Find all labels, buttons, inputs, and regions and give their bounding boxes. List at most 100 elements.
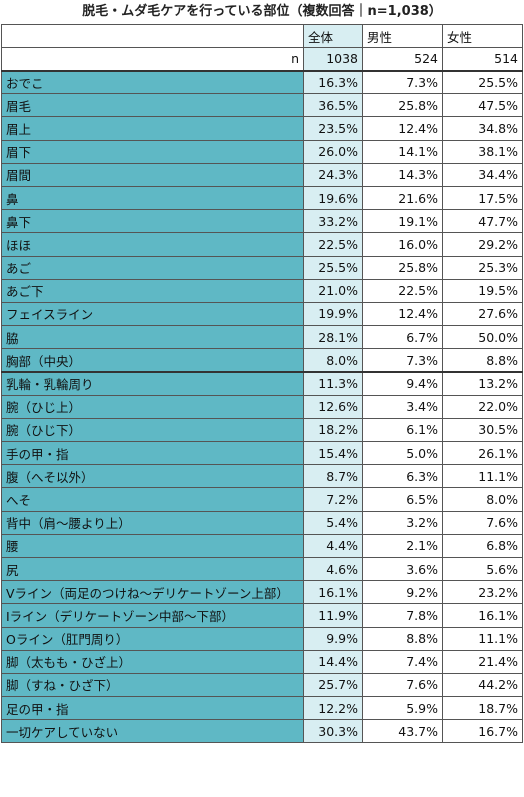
row-male-value: 6.3% bbox=[362, 464, 443, 489]
row-female-value: 13.2% bbox=[442, 371, 523, 396]
row-total-value: 21.0% bbox=[303, 278, 363, 303]
row-female-value: 16.7% bbox=[442, 719, 523, 744]
row-label: 鼻 bbox=[1, 185, 304, 211]
row-female-value: 23.2% bbox=[442, 580, 523, 605]
row-total-value: 22.5% bbox=[303, 232, 363, 257]
table-row: 鼻下 33.2% 19.1% 47.7% bbox=[1, 209, 523, 234]
row-female-value: 50.0% bbox=[442, 325, 523, 350]
row-total-value: 14.4% bbox=[303, 649, 363, 674]
row-label: 眉毛 bbox=[1, 93, 304, 118]
row-total-value: 18.2% bbox=[303, 417, 363, 443]
table-row: 眉間 24.3% 14.3% 34.4% bbox=[1, 162, 523, 187]
row-label: 眉下 bbox=[1, 139, 304, 164]
row-male-value: 7.3% bbox=[362, 348, 443, 373]
row-male-value: 6.7% bbox=[362, 325, 443, 350]
row-total-value: 23.5% bbox=[303, 116, 363, 141]
row-total-value: 36.5% bbox=[303, 93, 363, 118]
table-row: 眉毛 36.5% 25.8% 47.5% bbox=[1, 93, 523, 118]
row-female-value: 26.1% bbox=[442, 440, 523, 466]
row-label: 眉上 bbox=[1, 116, 304, 141]
row-female-value: 30.5% bbox=[442, 417, 523, 443]
row-male-value: 5.0% bbox=[362, 440, 443, 466]
table-row: 手の甲・指 15.4% 5.0% 26.1% bbox=[1, 440, 523, 466]
row-label: 腰 bbox=[1, 533, 304, 558]
row-total-value: 19.6% bbox=[303, 185, 363, 211]
row-total-value: 16.1% bbox=[303, 580, 363, 605]
row-total-value: 25.7% bbox=[303, 672, 363, 698]
table-row: おでこ 16.3% 7.3% 25.5% bbox=[1, 69, 523, 95]
row-female-value: 11.1% bbox=[442, 626, 523, 651]
row-male-value: 12.4% bbox=[362, 301, 443, 327]
header-female: 女性 bbox=[442, 24, 523, 48]
table-row: 一切ケアしていない 30.3% 43.7% 16.7% bbox=[1, 719, 523, 744]
row-total-value: 16.3% bbox=[303, 69, 363, 95]
table-row: 脚（太もも・ひざ上） 14.4% 7.4% 21.4% bbox=[1, 649, 523, 674]
row-male-value: 9.4% bbox=[362, 371, 443, 396]
row-total-value: 5.4% bbox=[303, 510, 363, 535]
row-label: 胸部（中央） bbox=[1, 348, 304, 373]
row-male-value: 22.5% bbox=[362, 278, 443, 303]
table-row: 眉上 23.5% 12.4% 34.8% bbox=[1, 116, 523, 141]
header-total: 全体 bbox=[303, 24, 363, 48]
table-row: 腹（へそ以外） 8.7% 6.3% 11.1% bbox=[1, 464, 523, 489]
row-male-value: 16.0% bbox=[362, 232, 443, 257]
row-female-value: 47.5% bbox=[442, 93, 523, 118]
row-label: 腕（ひじ上） bbox=[1, 394, 304, 419]
n-label: n bbox=[1, 47, 304, 72]
row-male-value: 8.8% bbox=[362, 626, 443, 651]
row-total-value: 4.4% bbox=[303, 533, 363, 558]
table-row: 腕（ひじ上） 12.6% 3.4% 22.0% bbox=[1, 394, 523, 419]
row-male-value: 7.8% bbox=[362, 603, 443, 628]
row-male-value: 6.1% bbox=[362, 417, 443, 443]
row-female-value: 47.7% bbox=[442, 209, 523, 234]
row-total-value: 26.0% bbox=[303, 139, 363, 164]
table-row: 乳輪・乳輪周り 11.3% 9.4% 13.2% bbox=[1, 371, 523, 396]
row-label: フェイスライン bbox=[1, 301, 304, 327]
row-male-value: 14.3% bbox=[362, 162, 443, 187]
row-total-value: 12.6% bbox=[303, 394, 363, 419]
table-row: 腕（ひじ下） 18.2% 6.1% 30.5% bbox=[1, 417, 523, 443]
table-row: 脇 28.1% 6.7% 50.0% bbox=[1, 325, 523, 350]
row-total-value: 8.0% bbox=[303, 348, 363, 373]
row-label: 乳輪・乳輪周り bbox=[1, 371, 304, 396]
row-female-value: 7.6% bbox=[442, 510, 523, 535]
table-row: フェイスライン 19.9% 12.4% 27.6% bbox=[1, 301, 523, 327]
table-row: Oライン（肛門周り） 9.9% 8.8% 11.1% bbox=[1, 626, 523, 651]
row-male-value: 25.8% bbox=[362, 93, 443, 118]
row-female-value: 16.1% bbox=[442, 603, 523, 628]
row-total-value: 11.3% bbox=[303, 371, 363, 396]
row-female-value: 17.5% bbox=[442, 185, 523, 211]
row-total-value: 9.9% bbox=[303, 626, 363, 651]
n-total: 1038 bbox=[303, 47, 363, 72]
row-male-value: 12.4% bbox=[362, 116, 443, 141]
row-label: 脚（すね・ひざ下） bbox=[1, 672, 304, 698]
row-label: Oライン（肛門周り） bbox=[1, 626, 304, 651]
table-row: あご 25.5% 25.8% 25.3% bbox=[1, 255, 523, 280]
table-row: 鼻 19.6% 21.6% 17.5% bbox=[1, 185, 523, 211]
row-female-value: 27.6% bbox=[442, 301, 523, 327]
row-male-value: 3.6% bbox=[362, 556, 443, 582]
row-total-value: 7.2% bbox=[303, 487, 363, 512]
row-male-value: 7.3% bbox=[362, 69, 443, 95]
row-male-value: 6.5% bbox=[362, 487, 443, 512]
row-female-value: 18.7% bbox=[442, 696, 523, 721]
row-male-value: 7.6% bbox=[362, 672, 443, 698]
row-male-value: 43.7% bbox=[362, 719, 443, 744]
row-label: 眉間 bbox=[1, 162, 304, 187]
row-male-value: 25.8% bbox=[362, 255, 443, 280]
row-total-value: 4.6% bbox=[303, 556, 363, 582]
header-blank-cell bbox=[1, 24, 304, 48]
row-female-value: 11.1% bbox=[442, 464, 523, 489]
n-male: 524 bbox=[362, 47, 443, 72]
row-female-value: 38.1% bbox=[442, 139, 523, 164]
row-female-value: 8.8% bbox=[442, 348, 523, 373]
row-label: ほほ bbox=[1, 232, 304, 257]
row-male-value: 19.1% bbox=[362, 209, 443, 234]
row-total-value: 33.2% bbox=[303, 209, 363, 234]
row-total-value: 15.4% bbox=[303, 440, 363, 466]
table-row: 背中（肩～腰より上） 5.4% 3.2% 7.6% bbox=[1, 510, 523, 535]
table-row: 足の甲・指 12.2% 5.9% 18.7% bbox=[1, 696, 523, 721]
table-title: 脱毛・ムダ毛ケアを行っている部位（複数回答｜n=1,038） bbox=[82, 4, 442, 19]
row-female-value: 34.4% bbox=[442, 162, 523, 187]
table-row: 腰 4.4% 2.1% 6.8% bbox=[1, 533, 523, 558]
